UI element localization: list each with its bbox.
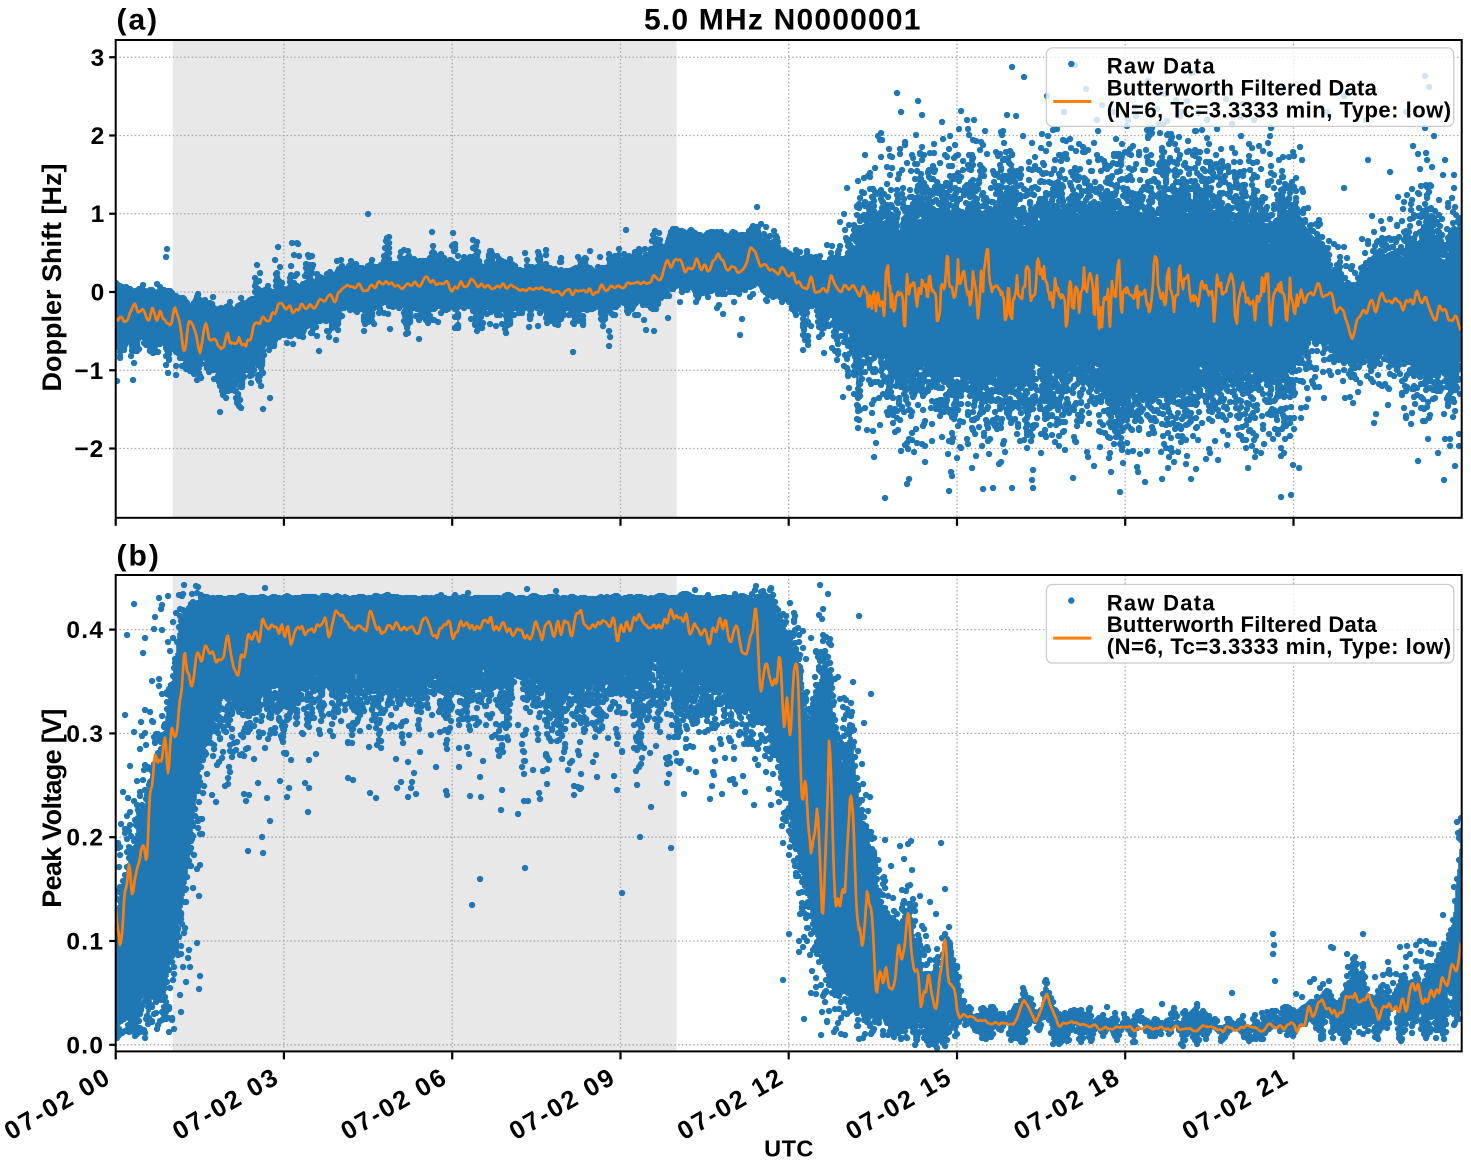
- svg-text:1: 1: [91, 201, 105, 228]
- svg-text:Doppler Shift [Hz]: Doppler Shift [Hz]: [37, 164, 67, 392]
- svg-text:0.2: 0.2: [66, 825, 104, 852]
- svg-text:−2: −2: [74, 436, 104, 463]
- svg-text:0.0: 0.0: [66, 1032, 104, 1059]
- svg-text:(a): (a): [117, 4, 160, 37]
- svg-text:Peak Voltage [V]: Peak Voltage [V]: [37, 709, 67, 907]
- svg-text:Butterworth Filtered Data: Butterworth Filtered Data: [1107, 612, 1378, 637]
- svg-text:Butterworth Filtered Data: Butterworth Filtered Data: [1107, 75, 1378, 100]
- svg-text:(N=6, Tc=3.3333 min, Type: low: (N=6, Tc=3.3333 min, Type: low): [1107, 97, 1452, 122]
- svg-text:Raw Data: Raw Data: [1107, 54, 1216, 79]
- svg-text:0: 0: [91, 280, 105, 307]
- svg-text:3: 3: [91, 45, 105, 72]
- svg-text:−1: −1: [74, 358, 104, 385]
- svg-text:2: 2: [91, 123, 105, 150]
- svg-text:0.4: 0.4: [66, 617, 104, 644]
- svg-text:0.1: 0.1: [66, 929, 104, 956]
- svg-text:(N=6, Tc=3.3333 min, Type: low: (N=6, Tc=3.3333 min, Type: low): [1107, 634, 1452, 659]
- svg-text:UTC: UTC: [764, 1136, 814, 1162]
- svg-text:(b): (b): [117, 540, 161, 573]
- svg-text:0.3: 0.3: [66, 721, 104, 748]
- svg-text:Raw Data: Raw Data: [1107, 590, 1216, 615]
- svg-text:5.0 MHz N0000001: 5.0 MHz N0000001: [644, 4, 922, 37]
